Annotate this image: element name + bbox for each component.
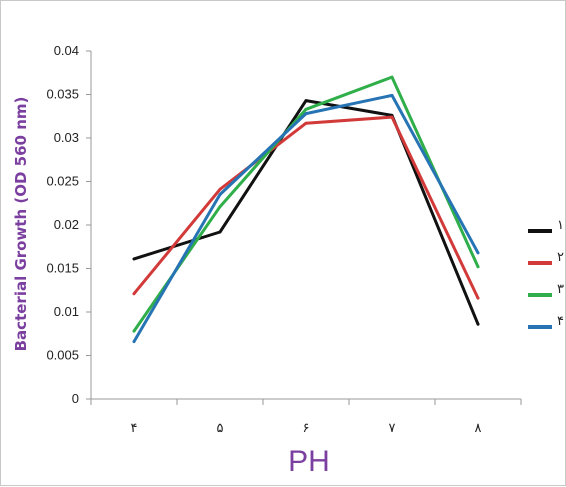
y-axis-label: Bacterial Growth (OD 560 nm) xyxy=(12,97,30,352)
x-tick-label: ۶ xyxy=(303,420,310,435)
data-point xyxy=(390,115,394,119)
data-point xyxy=(476,251,480,255)
y-tick-label: 0 xyxy=(72,391,79,406)
data-point xyxy=(476,322,480,326)
data-point xyxy=(132,340,136,343)
y-tick-label: 0.025 xyxy=(46,174,79,189)
y-tick-label: 0.015 xyxy=(46,261,79,276)
series-line-4 xyxy=(132,93,480,344)
series-line-1 xyxy=(132,99,480,326)
y-tick-label: 0.035 xyxy=(46,87,79,102)
data-point xyxy=(218,187,222,191)
legend: ۱ ۲ ۳ ۴ xyxy=(528,218,564,329)
data-point xyxy=(476,296,480,300)
x-tick-label: ۴ xyxy=(131,420,138,435)
data-point xyxy=(218,230,222,234)
x-tick-label: ۵ xyxy=(217,420,224,435)
legend-label-2: ۲ xyxy=(557,250,564,265)
y-tick-label: 0.04 xyxy=(54,43,79,58)
legend-label-1: ۱ xyxy=(557,218,564,233)
data-point xyxy=(132,292,136,296)
data-point xyxy=(132,329,136,333)
legend-label-3: ۳ xyxy=(557,282,564,297)
data-point xyxy=(390,75,394,79)
data-point xyxy=(476,265,480,269)
y-tick-label: 0.02 xyxy=(54,217,79,232)
series-lines xyxy=(132,75,480,344)
data-point xyxy=(304,112,308,116)
y-tick-label: 0.01 xyxy=(54,304,79,319)
data-point xyxy=(304,121,308,125)
data-point xyxy=(132,257,136,261)
data-point xyxy=(218,205,222,209)
legend-label-4: ۴ xyxy=(557,314,564,329)
x-tick-label: ۷ xyxy=(389,420,396,435)
y-tick-label: 0.03 xyxy=(54,130,79,145)
x-axis-label: PH xyxy=(288,445,330,478)
data-point xyxy=(390,93,394,97)
series-line-2 xyxy=(132,115,480,300)
data-point xyxy=(218,193,222,196)
x-axis: ۴ ۵ ۶ ۷ ۸ xyxy=(90,398,522,435)
y-axis: 0 0.005 0.01 0.015 0.02 0.025 0.03 0.035 0.04 xyxy=(46,43,92,406)
data-point xyxy=(304,99,308,102)
data-point xyxy=(304,107,308,111)
y-tick-label: 0.005 xyxy=(46,348,79,363)
x-tick-label: ۸ xyxy=(475,420,482,435)
